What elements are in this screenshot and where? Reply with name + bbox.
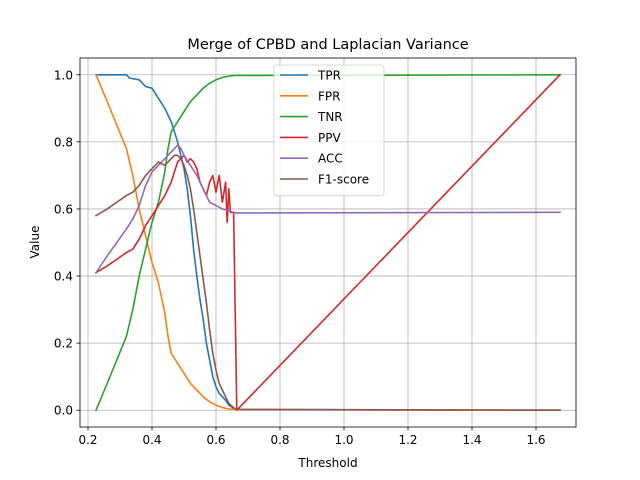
x-tick-label: 1.2 bbox=[398, 433, 417, 447]
y-tick-label: 1.0 bbox=[54, 68, 73, 82]
legend: TPR FPR TNR PPV ACC F1-score bbox=[273, 64, 385, 197]
x-tick-label: 0.6 bbox=[206, 433, 225, 447]
y-axis-label: Value bbox=[28, 226, 42, 259]
legend-label: PPV bbox=[318, 131, 341, 145]
y-tick-label: 0.0 bbox=[54, 404, 73, 418]
series-line-tnr bbox=[94, 73, 561, 412]
chart-title: Merge of CPBD and Laplacian Variance bbox=[187, 37, 468, 53]
plot-series bbox=[94, 73, 562, 412]
legend-label: TPR bbox=[317, 69, 341, 83]
x-axis-label: Threshold bbox=[297, 456, 357, 470]
legend-label: F1-score bbox=[318, 173, 369, 187]
x-tick-label: 1.6 bbox=[526, 433, 545, 447]
y-tick-label: 0.2 bbox=[54, 337, 73, 351]
series-line-fpr bbox=[94, 73, 561, 412]
x-tick-label: 0.4 bbox=[142, 433, 161, 447]
legend-label: ACC bbox=[318, 152, 343, 166]
legend-label: FPR bbox=[318, 89, 340, 103]
series-line-tpr bbox=[95, 73, 561, 412]
y-axis-ticks: 0.0 0.2 0.4 0.6 0.8 1.0 bbox=[54, 68, 80, 418]
series-line-f1-score bbox=[94, 154, 561, 412]
y-tick-label: 0.4 bbox=[54, 270, 73, 284]
x-tick-label: 0.2 bbox=[78, 433, 97, 447]
x-tick-label: 1.0 bbox=[334, 433, 353, 447]
legend-label: TNR bbox=[317, 110, 343, 124]
series-line-ppv bbox=[94, 73, 562, 412]
x-tick-label: 1.4 bbox=[462, 433, 481, 447]
x-tick-label: 0.8 bbox=[270, 433, 289, 447]
series-line-acc bbox=[94, 144, 561, 274]
plot-frame bbox=[79, 57, 577, 428]
x-axis-ticks: 0.2 0.4 0.6 0.8 1.0 1.2 1.4 1.6 bbox=[78, 427, 546, 447]
y-tick-label: 0.8 bbox=[54, 135, 73, 149]
legend-box bbox=[273, 64, 385, 197]
y-tick-label: 0.6 bbox=[54, 202, 73, 216]
